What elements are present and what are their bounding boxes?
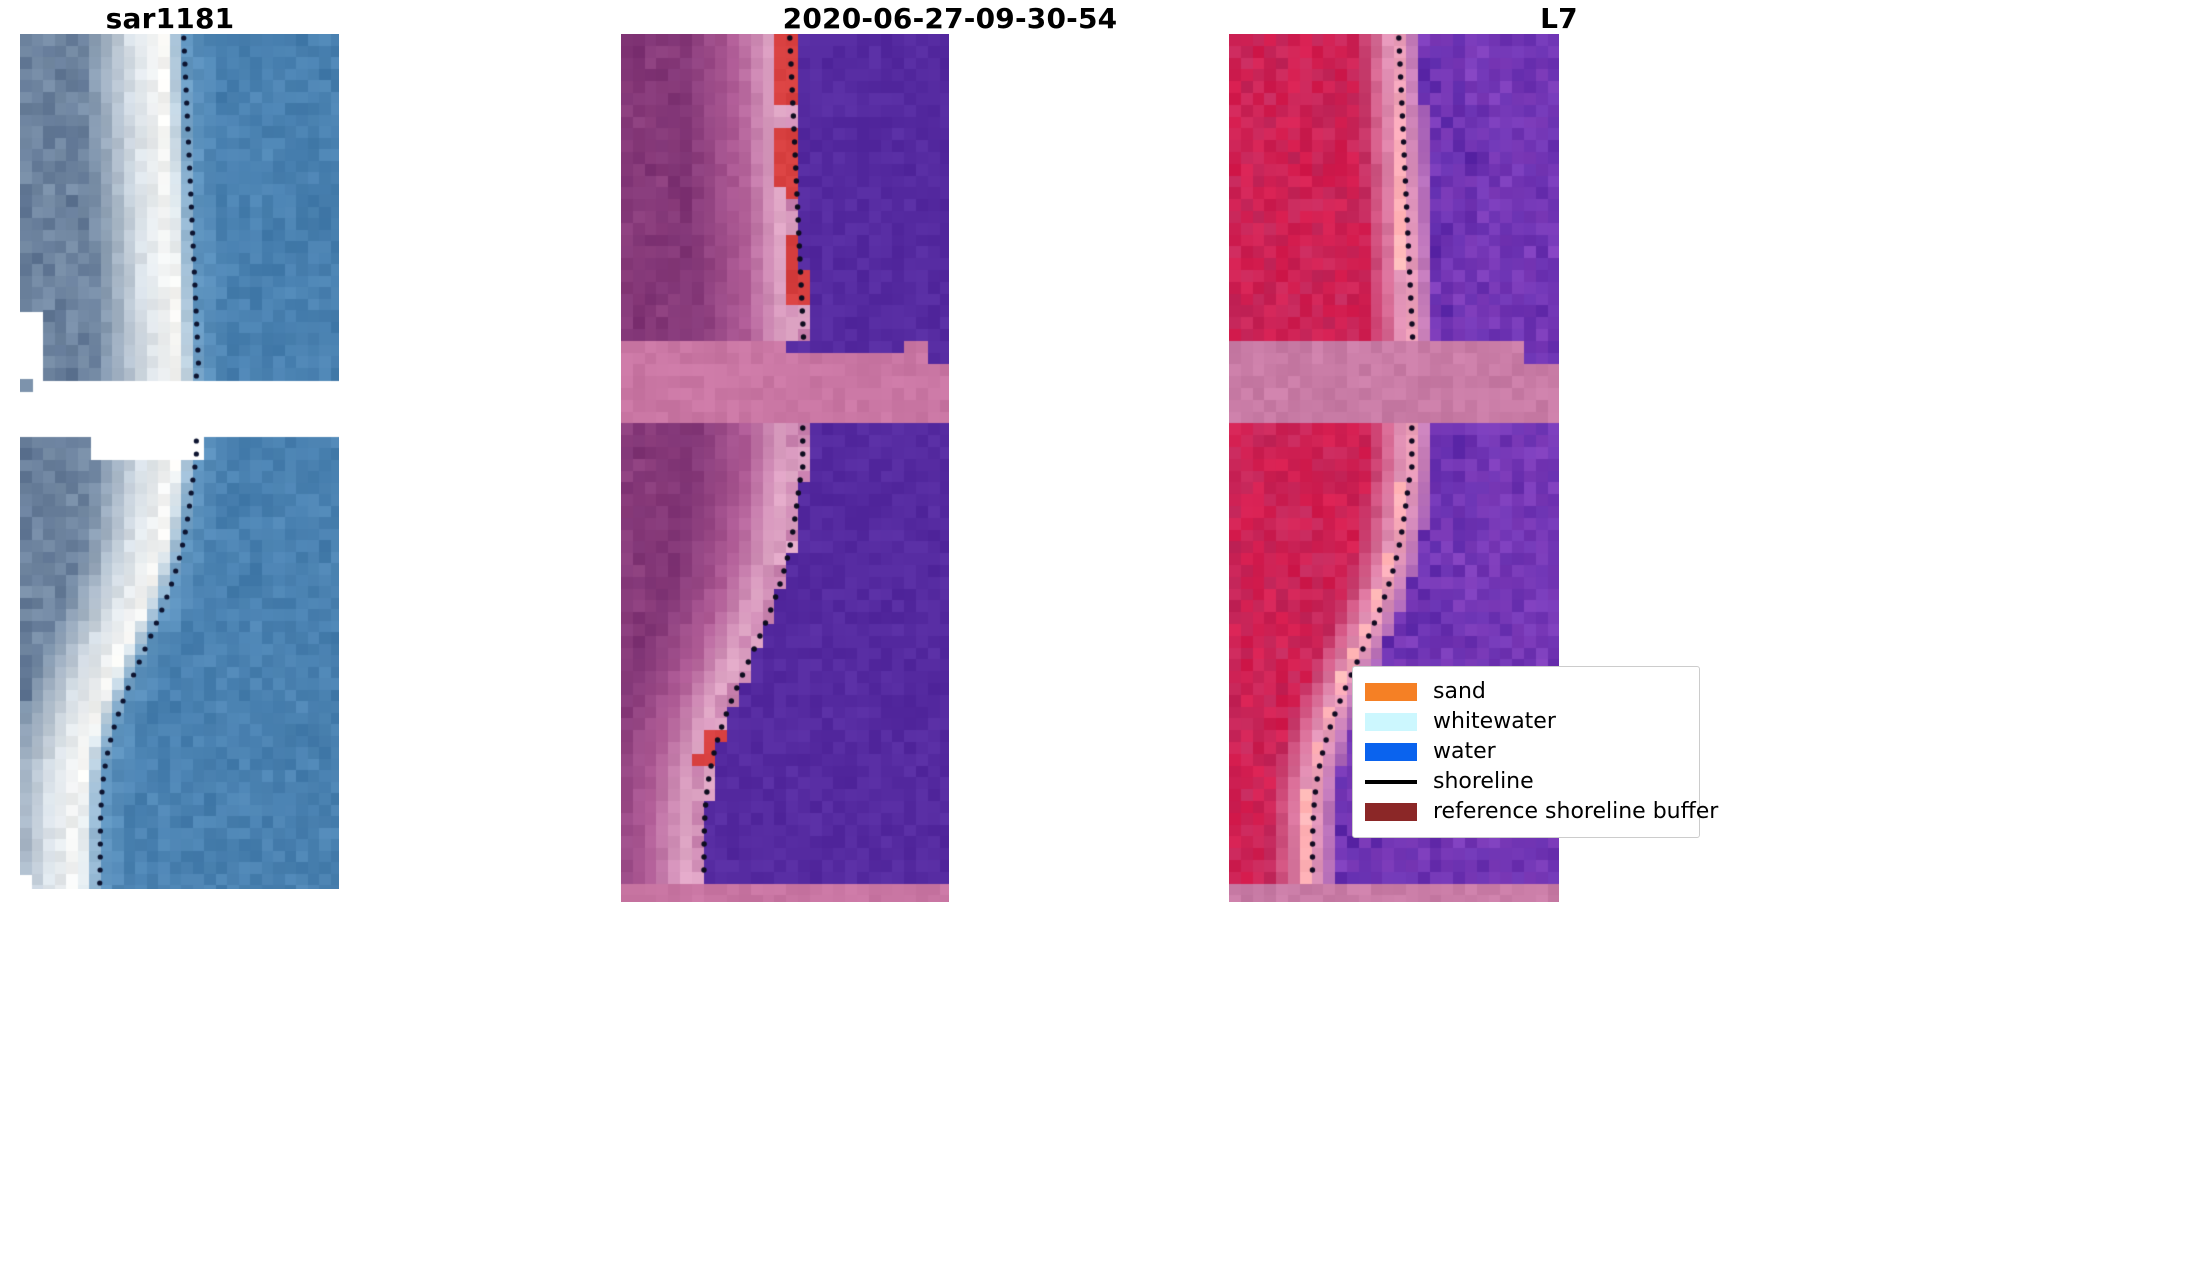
panel-title-l7: L7 xyxy=(1540,2,1578,35)
legend-label-shoreline: shoreline xyxy=(1433,769,1534,794)
panel-sar: sar1181 xyxy=(0,0,620,1283)
sar-raster xyxy=(20,34,339,889)
shoreline-swatch xyxy=(1365,780,1417,784)
legend-item-sand: sand xyxy=(1365,677,1687,707)
whitewater-swatch xyxy=(1365,713,1417,731)
water-swatch xyxy=(1365,743,1417,761)
classified-raster xyxy=(621,34,949,902)
legend-label-water: water xyxy=(1433,739,1496,764)
panel-classified: 2020-06-27-09-30-54 xyxy=(620,0,1240,1283)
legend-item-whitewater: whitewater xyxy=(1365,707,1687,737)
legend-item-shoreline: shoreline xyxy=(1365,767,1687,797)
legend-item-water: water xyxy=(1365,737,1687,767)
panel-l7: L7 xyxy=(1229,0,2205,1283)
sar-image xyxy=(20,34,339,889)
sand-swatch xyxy=(1365,683,1417,701)
classified-image xyxy=(621,34,949,902)
legend-item-reference-buffer: reference shoreline buffer xyxy=(1365,797,1718,827)
panel-title-classified: 2020-06-27-09-30-54 xyxy=(782,2,1118,35)
panel-title-sar: sar1181 xyxy=(105,2,235,35)
legend-label-reference-buffer: reference shoreline buffer xyxy=(1433,799,1719,824)
legend: sand whitewater water shoreline referenc… xyxy=(1352,666,1718,838)
legend-label-sand: sand xyxy=(1433,679,1486,704)
reference-buffer-swatch xyxy=(1365,803,1417,821)
legend-label-whitewater: whitewater xyxy=(1433,709,1556,734)
